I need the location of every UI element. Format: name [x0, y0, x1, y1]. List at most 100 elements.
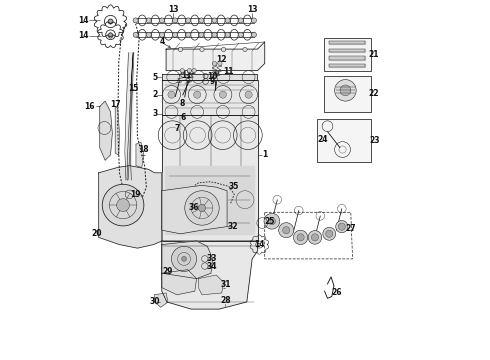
Circle shape — [172, 18, 177, 23]
Circle shape — [198, 204, 205, 212]
Text: 13: 13 — [247, 5, 257, 14]
Polygon shape — [127, 53, 133, 180]
Circle shape — [200, 47, 204, 51]
Circle shape — [323, 227, 336, 240]
Polygon shape — [329, 49, 365, 52]
Text: 4: 4 — [160, 37, 165, 46]
Polygon shape — [98, 166, 162, 248]
Circle shape — [168, 91, 175, 98]
Text: 5: 5 — [153, 73, 158, 82]
Text: 16: 16 — [84, 102, 95, 111]
Circle shape — [109, 33, 113, 37]
Text: 2: 2 — [153, 90, 158, 99]
Circle shape — [238, 18, 244, 23]
Text: 18: 18 — [139, 145, 149, 154]
Polygon shape — [329, 64, 365, 67]
Text: 22: 22 — [369, 89, 379, 98]
Text: 32: 32 — [227, 222, 238, 231]
Text: 14: 14 — [254, 240, 265, 249]
Polygon shape — [329, 57, 365, 60]
Text: 14: 14 — [77, 31, 88, 40]
Polygon shape — [166, 166, 254, 234]
Text: 1: 1 — [262, 150, 268, 159]
Text: 36: 36 — [189, 203, 199, 212]
Circle shape — [192, 68, 196, 73]
Polygon shape — [155, 293, 168, 307]
Polygon shape — [162, 241, 258, 309]
Circle shape — [335, 80, 356, 101]
Circle shape — [311, 234, 318, 241]
Circle shape — [220, 91, 226, 98]
Text: 15: 15 — [129, 84, 139, 93]
Circle shape — [102, 184, 144, 226]
Circle shape — [146, 32, 151, 37]
Circle shape — [178, 47, 183, 51]
Polygon shape — [126, 53, 134, 180]
Circle shape — [185, 191, 219, 225]
Circle shape — [245, 91, 252, 98]
Polygon shape — [136, 142, 144, 167]
Circle shape — [297, 234, 304, 241]
Circle shape — [264, 213, 280, 229]
Circle shape — [238, 32, 244, 37]
Circle shape — [146, 18, 151, 23]
Circle shape — [212, 18, 217, 23]
Polygon shape — [162, 185, 227, 234]
Circle shape — [172, 246, 196, 271]
Text: 28: 28 — [220, 296, 231, 305]
Circle shape — [326, 230, 333, 237]
Circle shape — [117, 199, 129, 212]
Circle shape — [194, 91, 201, 98]
Polygon shape — [115, 107, 120, 155]
Text: 24: 24 — [317, 135, 328, 144]
Polygon shape — [100, 101, 112, 160]
Polygon shape — [162, 116, 258, 241]
Text: 11: 11 — [223, 67, 234, 76]
Circle shape — [258, 243, 261, 246]
Circle shape — [186, 32, 191, 37]
Circle shape — [218, 61, 222, 66]
Circle shape — [251, 18, 256, 23]
Text: 11: 11 — [182, 71, 192, 80]
Circle shape — [159, 32, 165, 37]
Text: 21: 21 — [369, 50, 379, 59]
Text: 17: 17 — [111, 100, 121, 109]
Circle shape — [181, 256, 187, 261]
Text: 33: 33 — [206, 255, 217, 264]
Text: 34: 34 — [206, 262, 217, 271]
Bar — [317, 119, 370, 162]
Circle shape — [180, 68, 184, 73]
Circle shape — [279, 223, 294, 238]
Circle shape — [214, 59, 219, 64]
Text: 12: 12 — [217, 55, 227, 64]
Circle shape — [172, 32, 177, 37]
Text: 6: 6 — [181, 113, 186, 122]
Polygon shape — [162, 80, 258, 116]
Circle shape — [133, 18, 138, 23]
Circle shape — [283, 226, 290, 234]
Polygon shape — [166, 42, 265, 71]
Circle shape — [225, 18, 230, 23]
Text: 29: 29 — [163, 267, 173, 276]
Circle shape — [251, 32, 256, 37]
Circle shape — [212, 61, 217, 66]
Text: 14: 14 — [77, 16, 88, 25]
Circle shape — [340, 85, 351, 96]
Text: 3: 3 — [153, 109, 158, 118]
Circle shape — [187, 68, 192, 73]
Circle shape — [199, 32, 204, 37]
Circle shape — [269, 218, 275, 225]
Polygon shape — [329, 41, 365, 44]
Circle shape — [225, 32, 230, 37]
Text: 7: 7 — [175, 123, 180, 132]
Circle shape — [191, 74, 195, 78]
Circle shape — [212, 32, 217, 37]
Circle shape — [243, 47, 247, 51]
Text: 30: 30 — [149, 297, 160, 306]
Polygon shape — [162, 270, 196, 295]
Circle shape — [199, 18, 204, 23]
Text: 9: 9 — [210, 77, 215, 86]
Text: 27: 27 — [345, 224, 356, 233]
Bar — [324, 76, 370, 112]
Text: 35: 35 — [228, 182, 239, 191]
